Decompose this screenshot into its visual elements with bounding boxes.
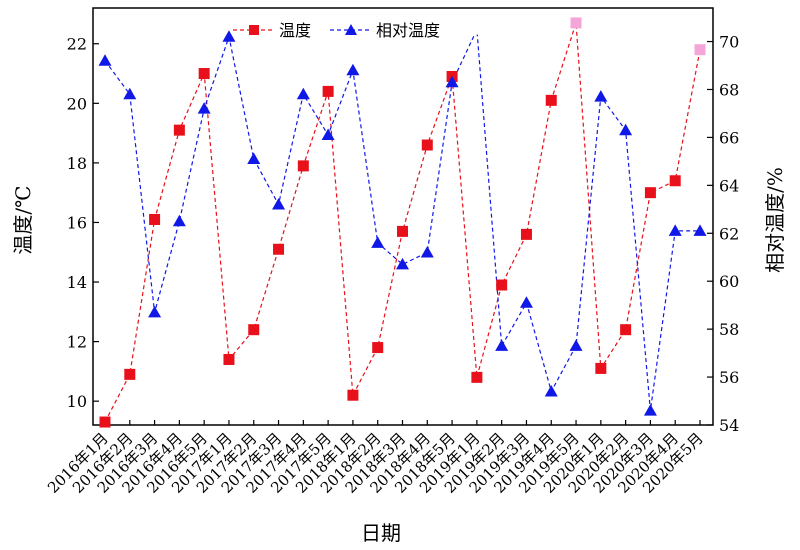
left-tick-label: 20 xyxy=(67,94,87,113)
temperature-point xyxy=(149,213,161,225)
temperature-point xyxy=(421,139,433,151)
temperature-point xyxy=(198,68,210,80)
relative-humidity-point xyxy=(272,198,286,210)
temperature-point xyxy=(397,225,408,237)
temperature-point xyxy=(372,342,384,354)
relative-humidity-point xyxy=(247,152,261,164)
temperature-point xyxy=(595,362,607,374)
legend-label-relative: 相对温度 xyxy=(376,21,440,40)
relative-humidity-point xyxy=(445,75,459,88)
x-axis-title: 日期 xyxy=(361,521,401,545)
temperature-point xyxy=(520,228,532,240)
temperature-point xyxy=(273,243,285,255)
relative-humidity-point xyxy=(643,404,657,416)
temperature-point xyxy=(496,279,508,291)
legend-marker-relative xyxy=(345,24,357,35)
left-tick-label: 22 xyxy=(67,35,87,54)
temperature-point xyxy=(248,324,260,336)
series-line-relative xyxy=(104,27,700,411)
right-tick-label: 56 xyxy=(719,368,739,387)
relative-humidity-point xyxy=(544,384,558,397)
relative-humidity-point xyxy=(123,87,137,100)
legend-label-temperature: 温度 xyxy=(279,21,311,40)
plot-area-frame xyxy=(92,7,714,426)
relative-humidity-point xyxy=(569,339,583,351)
left-y-axis: 10 12 14 16 18 20 22 xyxy=(67,35,99,411)
right-tick-label: 58 xyxy=(719,320,739,339)
right-tick-label: 66 xyxy=(719,128,739,147)
relative-humidity-point xyxy=(346,63,360,76)
relative-humidity-point xyxy=(98,54,112,66)
temperature-point xyxy=(694,44,706,56)
legend: 温度 相对温度 xyxy=(233,21,440,40)
right-tick-label: 62 xyxy=(719,224,739,243)
legend-marker-temperature xyxy=(249,25,259,35)
left-y-axis-title: 温度/℃ xyxy=(11,185,35,254)
relative-humidity-point xyxy=(197,102,211,114)
temperature-point xyxy=(471,371,483,383)
relative-humidity-point xyxy=(619,123,633,136)
relative-humidity-point xyxy=(668,224,682,236)
relative-humidity-point xyxy=(594,90,608,102)
temperature-point xyxy=(347,389,359,401)
relative-humidity-point xyxy=(172,214,186,227)
left-tick-label: 12 xyxy=(67,333,87,352)
right-tick-label: 60 xyxy=(719,272,739,291)
left-tick-label: 14 xyxy=(67,273,87,292)
relative-humidity-point xyxy=(519,296,533,308)
relative-humidity-point xyxy=(693,224,707,236)
relative-humidity-point xyxy=(371,236,385,248)
right-tick-label: 64 xyxy=(719,176,739,195)
relative-humidity-point xyxy=(148,305,162,318)
temperature-point xyxy=(124,368,136,380)
plot-border xyxy=(92,7,714,426)
relative-humidity-point xyxy=(396,257,409,270)
relative-humidity-point xyxy=(296,87,310,100)
temperature-point xyxy=(223,353,235,365)
temperature-point xyxy=(669,175,681,187)
relative-humidity-point xyxy=(222,30,236,42)
temperature-point xyxy=(644,187,656,199)
relative-humidity-point xyxy=(420,245,434,258)
right-y-axis-title: 相对温度/% xyxy=(763,167,787,273)
relative-humidity-point xyxy=(321,128,335,141)
right-tick-label: 68 xyxy=(719,80,739,99)
temperature-point xyxy=(322,85,334,97)
series-line-temperature xyxy=(104,22,701,423)
relative-humidity-point xyxy=(470,23,484,35)
x-axis: 2016年1月2016年2月2016年3月2016年4月2016年5月2017年… xyxy=(44,420,707,497)
temperature-point xyxy=(545,94,557,106)
series-markers xyxy=(98,17,707,428)
temperature-point xyxy=(173,124,185,136)
temperature-point xyxy=(620,324,632,336)
series-lines xyxy=(104,22,701,423)
right-tick-label: 70 xyxy=(719,33,739,52)
right-tick-label: 54 xyxy=(719,416,739,435)
temperature-point xyxy=(297,160,309,172)
temperature-point xyxy=(570,17,582,29)
temperature-point xyxy=(99,416,111,428)
left-tick-label: 18 xyxy=(67,154,87,173)
left-tick-label: 10 xyxy=(67,392,87,411)
relative-humidity-point xyxy=(495,339,509,351)
right-y-axis: 54 56 58 60 62 64 66 68 70 xyxy=(707,33,739,435)
left-tick-label: 16 xyxy=(67,213,87,232)
